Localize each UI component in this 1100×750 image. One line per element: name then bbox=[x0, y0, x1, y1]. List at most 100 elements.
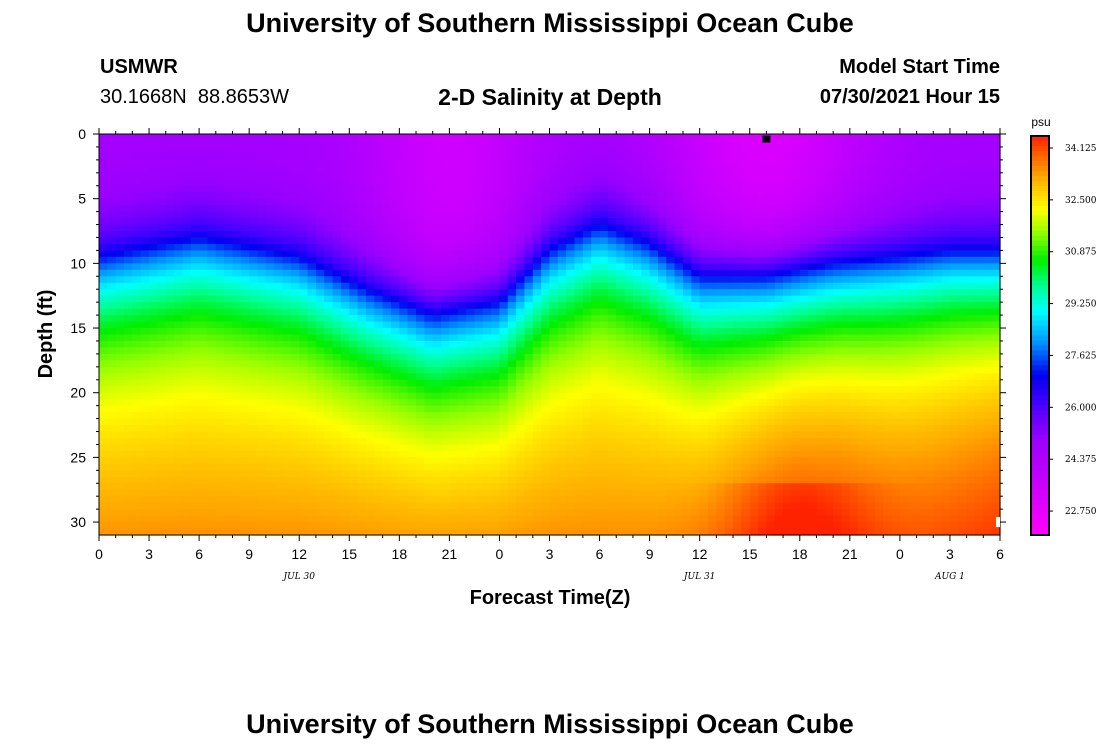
heatmap-cell bbox=[224, 470, 234, 478]
heatmap-cell bbox=[449, 263, 459, 271]
heatmap-cell bbox=[99, 444, 108, 452]
heatmap-cell bbox=[749, 450, 759, 458]
heatmap-cell bbox=[265, 489, 275, 497]
heatmap-cell bbox=[591, 172, 601, 180]
heatmap-cell bbox=[324, 450, 334, 458]
heatmap-cell bbox=[207, 431, 217, 439]
heatmap-cell bbox=[632, 192, 642, 200]
heatmap-cell bbox=[516, 502, 526, 510]
heatmap-cell bbox=[541, 328, 551, 336]
heatmap-cell bbox=[249, 431, 259, 439]
heatmap-cell bbox=[733, 159, 742, 167]
heatmap-cell bbox=[165, 450, 175, 458]
heatmap-cell bbox=[482, 308, 492, 316]
heatmap-cell bbox=[682, 476, 692, 484]
heatmap-cell bbox=[716, 166, 726, 174]
heatmap-cell bbox=[716, 250, 726, 258]
heatmap-cell bbox=[307, 282, 317, 290]
heatmap-cell bbox=[274, 437, 284, 446]
heatmap-cell bbox=[682, 185, 692, 193]
heatmap-cell bbox=[240, 237, 250, 245]
heatmap-cell bbox=[232, 289, 242, 297]
heatmap-cell bbox=[190, 399, 200, 407]
heatmap-cell bbox=[666, 263, 676, 271]
heatmap-cell bbox=[657, 302, 667, 310]
heatmap-cell bbox=[382, 250, 392, 258]
heatmap-cell bbox=[749, 134, 759, 142]
heatmap-cell bbox=[699, 476, 709, 484]
heatmap-cell bbox=[274, 231, 284, 239]
heatmap-cell bbox=[758, 179, 767, 187]
heatmap-cell bbox=[749, 334, 759, 342]
heatmap-cell bbox=[591, 134, 601, 142]
heatmap-cell bbox=[307, 483, 317, 491]
heatmap-cell bbox=[532, 179, 542, 187]
heatmap-cell bbox=[99, 185, 108, 193]
heatmap-cell bbox=[674, 198, 684, 206]
heatmap-cell bbox=[716, 172, 726, 180]
heatmap-cell bbox=[140, 172, 150, 180]
heatmap-cell bbox=[599, 347, 609, 355]
heatmap-cell bbox=[107, 159, 117, 167]
heatmap-cell bbox=[532, 360, 542, 368]
heatmap-cell bbox=[432, 308, 442, 316]
heatmap-cell bbox=[315, 496, 325, 504]
heatmap-cell bbox=[491, 483, 501, 491]
heatmap-cell bbox=[299, 256, 309, 264]
heatmap-cell bbox=[591, 522, 601, 530]
heatmap-cell bbox=[190, 379, 200, 387]
heatmap-cell bbox=[482, 237, 492, 245]
heatmap-cell bbox=[332, 289, 342, 297]
heatmap-cell bbox=[282, 308, 292, 316]
heatmap-cell bbox=[332, 134, 342, 142]
heatmap-cell bbox=[482, 159, 492, 167]
heatmap-cell bbox=[474, 185, 484, 193]
heatmap-cell bbox=[557, 509, 567, 517]
heatmap-cell bbox=[299, 237, 309, 245]
heatmap-cell bbox=[390, 192, 400, 200]
heatmap-cell bbox=[357, 185, 367, 193]
heatmap-cell bbox=[332, 224, 342, 232]
heatmap-cell bbox=[199, 392, 209, 400]
heatmap-cell bbox=[332, 321, 342, 329]
heatmap-cell bbox=[232, 263, 242, 271]
heatmap-cell bbox=[566, 159, 576, 167]
heatmap-cell bbox=[257, 405, 267, 413]
heatmap-cell bbox=[432, 224, 442, 232]
heatmap-cell bbox=[507, 185, 517, 193]
heatmap-cell bbox=[257, 269, 267, 277]
heatmap-cell bbox=[107, 211, 117, 219]
heatmap-cell bbox=[549, 243, 559, 252]
heatmap-cell bbox=[657, 315, 667, 323]
heatmap-cell bbox=[699, 224, 709, 232]
heatmap-cell bbox=[482, 399, 492, 407]
heatmap-cell bbox=[516, 211, 526, 219]
heatmap-cell bbox=[199, 502, 209, 510]
heatmap-cell bbox=[240, 496, 250, 504]
heatmap-cell bbox=[357, 496, 367, 504]
heatmap-cell bbox=[691, 269, 701, 277]
heatmap-cell bbox=[332, 159, 342, 167]
heatmap-cell bbox=[499, 457, 509, 465]
heatmap-cell bbox=[365, 269, 375, 277]
heatmap-cell bbox=[733, 185, 742, 193]
heatmap-cell bbox=[240, 172, 250, 180]
heatmap-cell bbox=[357, 302, 367, 310]
heatmap-cell bbox=[124, 269, 133, 277]
heatmap-cell bbox=[174, 386, 184, 394]
heatmap-cell bbox=[708, 444, 717, 452]
heatmap-cell bbox=[332, 379, 342, 387]
heatmap-cell bbox=[624, 347, 634, 355]
heatmap-cell bbox=[232, 166, 242, 174]
heatmap-cell bbox=[416, 263, 425, 271]
heatmap-cell bbox=[390, 179, 400, 187]
heatmap-cell bbox=[532, 418, 542, 426]
heatmap-cell bbox=[682, 308, 692, 316]
heatmap-cell bbox=[657, 166, 667, 174]
heatmap-cell bbox=[541, 231, 551, 239]
heatmap-cell bbox=[758, 146, 767, 155]
heatmap-cell bbox=[190, 276, 200, 284]
heatmap-cell bbox=[466, 470, 476, 478]
heatmap-cell bbox=[532, 205, 542, 213]
heatmap-cell bbox=[99, 483, 108, 491]
